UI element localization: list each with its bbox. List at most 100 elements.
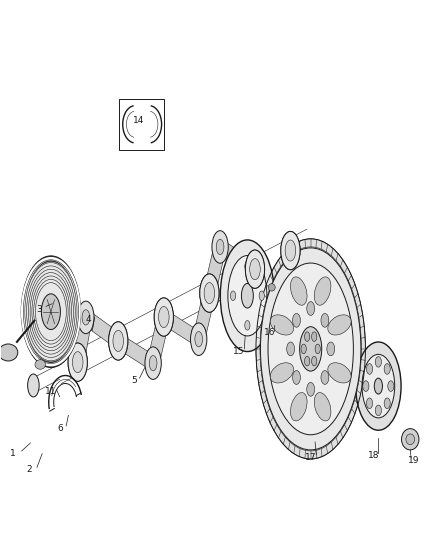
- Ellipse shape: [384, 364, 390, 374]
- Ellipse shape: [321, 313, 329, 327]
- Text: 11: 11: [45, 387, 57, 396]
- Ellipse shape: [24, 262, 78, 362]
- Text: 6: 6: [58, 424, 64, 433]
- Ellipse shape: [245, 250, 265, 288]
- Text: 19: 19: [407, 456, 419, 465]
- Polygon shape: [213, 243, 262, 273]
- Ellipse shape: [315, 344, 320, 354]
- Ellipse shape: [356, 342, 401, 430]
- Ellipse shape: [72, 352, 83, 373]
- Ellipse shape: [406, 434, 415, 445]
- Ellipse shape: [375, 405, 381, 416]
- Ellipse shape: [35, 360, 46, 369]
- Ellipse shape: [245, 261, 250, 271]
- Ellipse shape: [328, 315, 351, 335]
- Ellipse shape: [220, 240, 275, 352]
- Ellipse shape: [285, 240, 296, 261]
- Ellipse shape: [230, 291, 236, 301]
- Ellipse shape: [293, 370, 300, 384]
- Ellipse shape: [195, 332, 202, 347]
- Text: 14: 14: [133, 116, 144, 125]
- Ellipse shape: [304, 332, 310, 342]
- Ellipse shape: [42, 294, 60, 329]
- Ellipse shape: [200, 274, 219, 312]
- Ellipse shape: [363, 381, 369, 391]
- Polygon shape: [157, 313, 206, 343]
- Text: 18: 18: [368, 451, 379, 460]
- Ellipse shape: [375, 357, 381, 367]
- Polygon shape: [71, 313, 93, 366]
- Ellipse shape: [159, 306, 169, 328]
- Ellipse shape: [374, 378, 382, 394]
- Text: 1: 1: [10, 449, 16, 458]
- Ellipse shape: [245, 250, 265, 288]
- Polygon shape: [202, 243, 227, 297]
- Ellipse shape: [290, 277, 307, 305]
- Ellipse shape: [250, 259, 260, 280]
- Ellipse shape: [301, 344, 306, 354]
- Ellipse shape: [314, 393, 331, 421]
- Ellipse shape: [28, 374, 39, 397]
- Ellipse shape: [259, 291, 265, 301]
- Ellipse shape: [384, 398, 390, 409]
- Text: 3: 3: [36, 304, 42, 313]
- Ellipse shape: [290, 393, 307, 421]
- Ellipse shape: [113, 330, 124, 351]
- Ellipse shape: [21, 256, 81, 368]
- Ellipse shape: [212, 231, 228, 263]
- Bar: [119, 99, 164, 150]
- Ellipse shape: [307, 302, 314, 316]
- Ellipse shape: [268, 263, 353, 435]
- Ellipse shape: [109, 322, 128, 360]
- Ellipse shape: [367, 398, 373, 409]
- Ellipse shape: [311, 357, 317, 366]
- Ellipse shape: [256, 239, 365, 459]
- Text: 17: 17: [305, 454, 316, 463]
- Ellipse shape: [281, 231, 300, 270]
- Ellipse shape: [367, 364, 373, 374]
- Ellipse shape: [304, 357, 310, 366]
- Ellipse shape: [245, 320, 250, 330]
- Text: 16: 16: [264, 328, 276, 337]
- Ellipse shape: [109, 322, 128, 360]
- Ellipse shape: [328, 363, 351, 383]
- Ellipse shape: [327, 342, 335, 356]
- Ellipse shape: [281, 231, 300, 270]
- Ellipse shape: [154, 298, 173, 336]
- Polygon shape: [146, 313, 171, 367]
- Polygon shape: [191, 289, 217, 343]
- Ellipse shape: [307, 382, 314, 396]
- Ellipse shape: [311, 332, 317, 342]
- Ellipse shape: [228, 255, 267, 336]
- Ellipse shape: [362, 354, 395, 418]
- Ellipse shape: [68, 343, 87, 381]
- Ellipse shape: [268, 284, 275, 291]
- Ellipse shape: [154, 298, 173, 336]
- Ellipse shape: [191, 323, 207, 356]
- Ellipse shape: [388, 381, 394, 391]
- Ellipse shape: [216, 239, 224, 255]
- Ellipse shape: [314, 277, 331, 305]
- Ellipse shape: [82, 310, 90, 325]
- Polygon shape: [79, 313, 125, 345]
- Text: 2: 2: [26, 465, 32, 474]
- Ellipse shape: [402, 429, 419, 450]
- Ellipse shape: [0, 344, 18, 361]
- Ellipse shape: [293, 313, 300, 327]
- Ellipse shape: [68, 343, 87, 381]
- Ellipse shape: [270, 363, 293, 383]
- Text: 4: 4: [85, 315, 91, 324]
- Ellipse shape: [300, 327, 322, 371]
- Ellipse shape: [200, 274, 219, 312]
- Ellipse shape: [78, 301, 94, 334]
- Ellipse shape: [261, 248, 361, 450]
- Ellipse shape: [287, 342, 294, 356]
- Ellipse shape: [204, 282, 215, 304]
- Text: 5: 5: [131, 376, 137, 385]
- Ellipse shape: [149, 356, 157, 371]
- Ellipse shape: [321, 370, 329, 384]
- Ellipse shape: [270, 315, 293, 335]
- Ellipse shape: [145, 347, 161, 379]
- Polygon shape: [111, 337, 160, 367]
- Text: 15: 15: [233, 347, 244, 356]
